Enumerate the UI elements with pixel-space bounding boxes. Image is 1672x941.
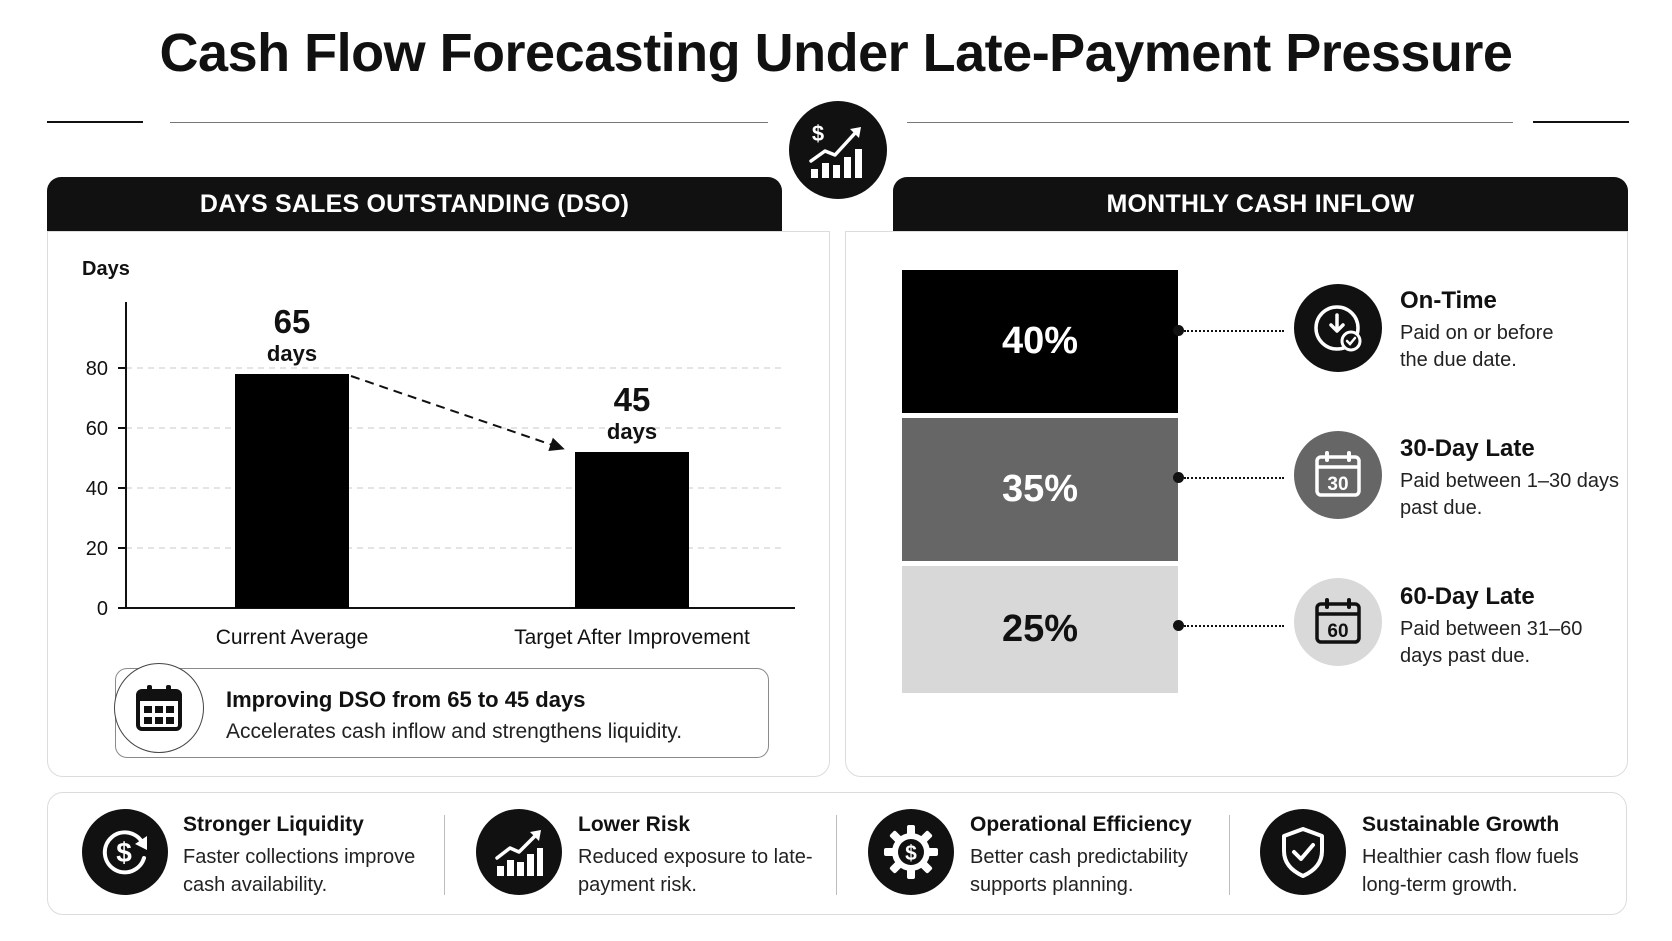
bar-unit-label: days xyxy=(607,419,657,444)
connector-line xyxy=(1184,625,1284,627)
segment-30-day-late: 35% xyxy=(902,418,1178,561)
title-rule-center-right xyxy=(907,122,1513,123)
feature-divider xyxy=(1229,815,1230,895)
y-tick-label: 80 xyxy=(86,358,108,380)
bar-unit-label: days xyxy=(267,341,317,366)
shield-check-icon xyxy=(1260,809,1346,895)
calendar-60-icon: 60 xyxy=(1294,578,1382,666)
svg-text:$: $ xyxy=(116,837,132,868)
benefits-strip: $ Stronger Liquidity Faster collections … xyxy=(47,792,1627,915)
feature-title-efficiency: Operational Efficiency xyxy=(970,813,1192,836)
callout-text: Accelerates cash inflow and strengthens … xyxy=(226,720,683,743)
connector-line xyxy=(1184,330,1284,332)
x-tick-label: Target After Improvement xyxy=(514,626,750,649)
feature-divider xyxy=(444,815,445,895)
legend-desc-60-day-late: Paid between 31–60 days past due. xyxy=(1400,618,1583,667)
x-tick-label: Current Average xyxy=(216,626,369,649)
dollar-cycle-icon: $ xyxy=(82,809,168,895)
connector-line xyxy=(1184,477,1284,479)
segment-on-time: 40% xyxy=(902,270,1178,413)
feature-divider xyxy=(836,815,837,895)
calendar-60-number: 60 xyxy=(1327,621,1348,642)
connector-dot xyxy=(1173,325,1184,336)
feature-desc-risk: Reduced exposure to late-payment risk. xyxy=(578,846,813,896)
dso-callout: Improving DSO from 65 to 45 days Acceler… xyxy=(114,663,769,758)
legend-desc-on-time: Paid on or before the due date. xyxy=(1400,322,1554,371)
trend-arrow-head xyxy=(548,437,565,452)
bar-value-label: 65 xyxy=(274,303,311,340)
legend-title-30-day-late: 30-Day Late xyxy=(1400,435,1535,462)
feature-title-growth: Sustainable Growth xyxy=(1362,813,1560,836)
clock-check-icon xyxy=(1294,284,1382,372)
bar-value-label: 45 xyxy=(614,381,651,418)
legend-title-60-day-late: 60-Day Late xyxy=(1400,583,1535,610)
y-tick-label: 60 xyxy=(86,418,108,440)
dollar-gear-icon: $ xyxy=(868,809,954,895)
callout-title: Improving DSO from 65 to 45 days xyxy=(226,687,586,712)
feature-desc-efficiency: Better cash predictability supports plan… xyxy=(970,846,1188,896)
connector-dot xyxy=(1173,472,1184,483)
bar xyxy=(575,452,689,608)
svg-text:$: $ xyxy=(812,121,824,146)
title-rule-left xyxy=(47,121,143,123)
legend-title-on-time: On-Time xyxy=(1400,287,1497,314)
connector-dot xyxy=(1173,620,1184,631)
bar xyxy=(235,374,349,608)
y-tick-label: 20 xyxy=(86,538,108,560)
title-rule-right xyxy=(1533,121,1629,123)
segment-60-day-late: 25% xyxy=(902,566,1178,693)
trend-arrow-line xyxy=(350,375,562,449)
title-rule-center-left xyxy=(170,122,768,123)
legend-desc-30-day-late: Paid between 1–30 days past due. xyxy=(1400,470,1620,519)
y-tick-label: 40 xyxy=(86,478,108,500)
y-axis-label: Days xyxy=(82,258,130,280)
svg-text:$: $ xyxy=(905,842,917,865)
feature-title-risk: Lower Risk xyxy=(578,813,691,836)
calendar-30-icon: 30 xyxy=(1294,431,1382,519)
tab-dso: DAYS SALES OUTSTANDING (DSO) xyxy=(47,177,782,231)
feature-desc-growth: Healthier cash flow fuels long-term grow… xyxy=(1362,846,1579,896)
calendar-icon xyxy=(114,663,204,753)
feature-desc-liquidity: Faster collections improve cash availabi… xyxy=(183,846,416,896)
dollar-growth-chart-icon: $ xyxy=(789,101,887,199)
feature-title-liquidity: Stronger Liquidity xyxy=(183,813,364,836)
tab-monthly-cash-inflow: MONTHLY CASH INFLOW xyxy=(893,177,1628,231)
y-tick-label: 0 xyxy=(97,598,108,620)
growth-chart-icon xyxy=(476,809,562,895)
calendar-30-number: 30 xyxy=(1327,474,1348,495)
page-title: Cash Flow Forecasting Under Late-Payment… xyxy=(159,23,1513,83)
